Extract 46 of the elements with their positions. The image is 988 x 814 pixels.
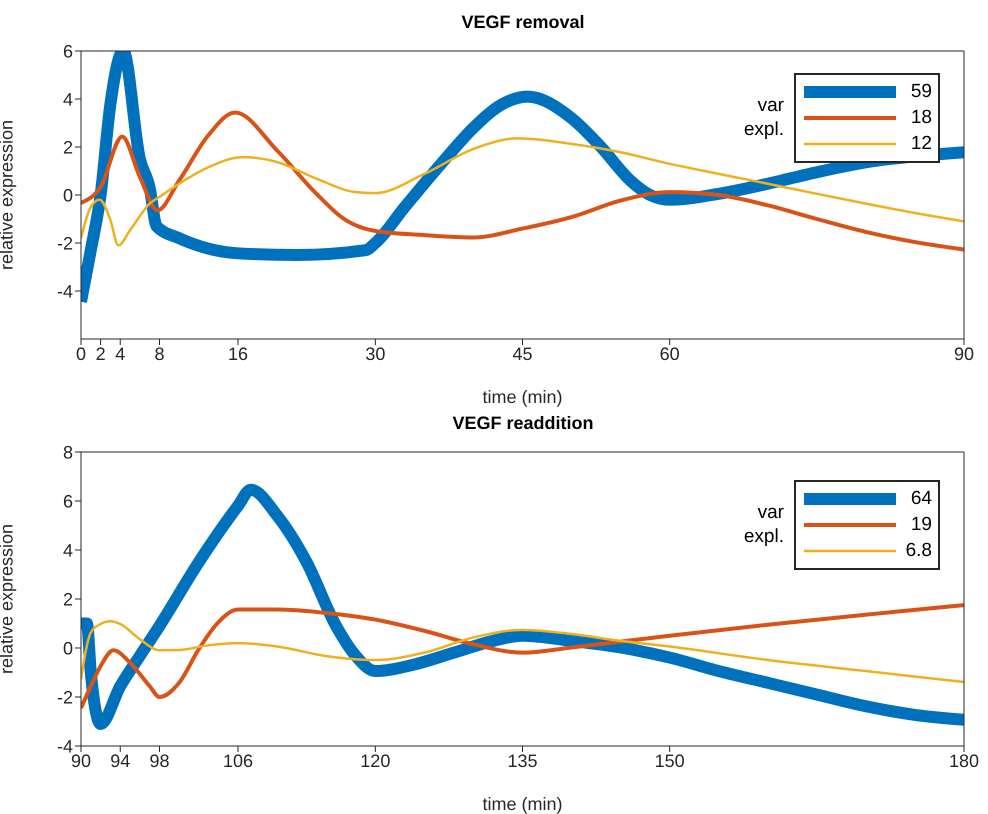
- chart-title: VEGF readdition: [451, 413, 594, 434]
- x-axis-title: time (min): [482, 794, 562, 814]
- line-series: [81, 603, 964, 710]
- y-tick-label: 0: [62, 638, 73, 658]
- legend-title: var expl.: [744, 501, 784, 549]
- x-tick-label: 0: [76, 344, 86, 364]
- x-tick-label: 150: [654, 750, 685, 771]
- y-tick-label: -2: [56, 687, 73, 708]
- x-tick-label: 180: [948, 750, 980, 771]
- chart-title: VEGF removal: [460, 12, 586, 33]
- legend-label: 12: [910, 133, 932, 155]
- y-tick-label: -4: [56, 281, 73, 302]
- x-tick-label: 16: [228, 344, 248, 364]
- x-tick-label: 135: [507, 750, 538, 771]
- x-tick-label: 90: [954, 344, 974, 364]
- x-tick-label: 106: [222, 750, 253, 771]
- x-tick-label: 45: [512, 344, 533, 364]
- y-tick-label: 6: [62, 491, 73, 512]
- y-tick-label: 2: [62, 137, 73, 158]
- x-axis-title: time (min): [482, 387, 562, 407]
- x-tick-label: 2: [96, 344, 106, 364]
- line-series: [81, 110, 964, 252]
- y-tick-label: 8: [62, 442, 73, 462]
- x-tick-label: 94: [110, 750, 130, 771]
- legend-label: 64: [910, 488, 932, 510]
- x-tick-label: 98: [149, 750, 170, 771]
- y-tick-label: 0: [62, 185, 73, 206]
- y-tick-label: -4: [56, 736, 73, 756]
- legend-label: 18: [910, 107, 932, 129]
- y-tick-label: 6: [62, 41, 73, 62]
- y-tick-label: 2: [62, 589, 73, 610]
- x-tick-label: 4: [115, 344, 126, 364]
- line-series: [81, 620, 964, 684]
- legend-label: 19: [910, 514, 932, 536]
- x-tick-label: 120: [360, 750, 390, 771]
- y-tick-label: -2: [56, 233, 73, 254]
- y-tick-label: 4: [62, 89, 73, 110]
- legend-label: 59: [910, 81, 932, 103]
- y-tick-label: 4: [62, 540, 73, 560]
- x-tick-label: 90: [70, 750, 92, 771]
- legend-title: var expl.: [744, 94, 784, 142]
- x-tick-label: 30: [365, 344, 386, 364]
- legend-label: 6.8: [904, 540, 932, 562]
- line-series: [81, 137, 964, 247]
- x-tick-label: 60: [660, 344, 680, 364]
- x-tick-label: 8: [154, 344, 164, 364]
